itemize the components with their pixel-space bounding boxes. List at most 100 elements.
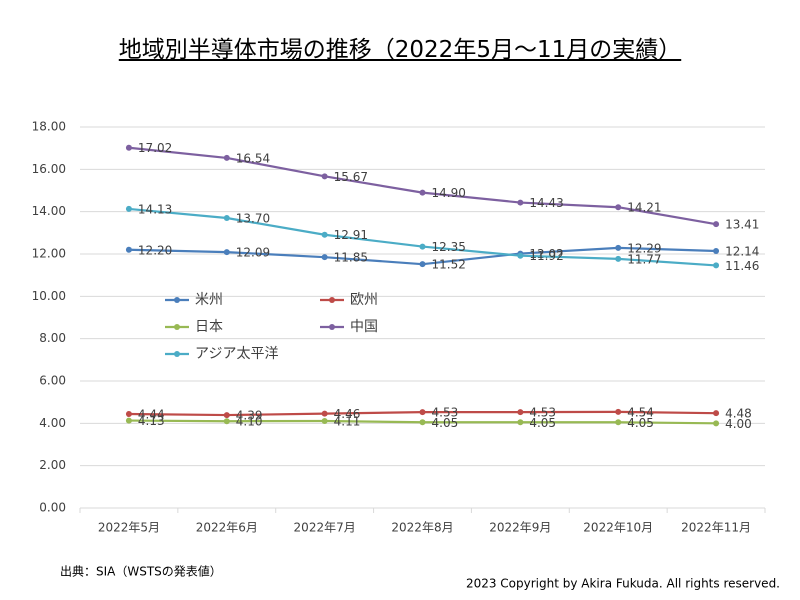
- data-point: [321, 231, 328, 238]
- data-point: [223, 249, 230, 256]
- data-label: 12.09: [236, 246, 270, 260]
- legend-marker: [174, 324, 180, 330]
- legend-label: アジア太平洋: [195, 346, 278, 362]
- data-point: [419, 409, 426, 416]
- data-label: 11.77: [627, 252, 661, 266]
- x-tick-label: 2022年5月: [98, 521, 160, 535]
- legend-marker: [329, 324, 335, 330]
- data-label: 14.21: [627, 201, 661, 215]
- y-tick-label: 18.00: [32, 120, 66, 134]
- data-label: 4.39: [236, 409, 263, 423]
- data-point: [615, 419, 622, 426]
- data-point: [125, 411, 132, 418]
- y-tick-label: 12.00: [32, 247, 66, 261]
- data-point: [517, 409, 524, 416]
- legend-marker: [329, 297, 335, 303]
- data-label: 11.52: [432, 258, 466, 272]
- data-point: [615, 255, 622, 262]
- data-label: 15.67: [334, 170, 368, 184]
- y-tick-label: 0.00: [39, 501, 66, 515]
- data-label: 14.90: [432, 186, 466, 200]
- data-label: 11.46: [725, 259, 759, 273]
- data-point: [419, 243, 426, 250]
- data-point: [223, 215, 230, 222]
- data-label: 12.35: [432, 240, 466, 254]
- chart-title: 地域別半導体市場の推移（2022年5月～11月の実績）: [118, 37, 682, 63]
- data-label: 12.20: [138, 243, 172, 257]
- data-label: 4.53: [529, 406, 556, 420]
- data-label: 11.92: [529, 249, 563, 263]
- data-label: 13.41: [725, 218, 759, 232]
- data-point: [223, 418, 230, 425]
- y-tick-label: 4.00: [39, 416, 66, 430]
- y-tick-label: 14.00: [32, 204, 66, 218]
- x-tick-label: 2022年11月: [681, 521, 751, 535]
- data-label: 12.91: [334, 228, 368, 242]
- x-tick-label: 2022年7月: [294, 521, 356, 535]
- data-label: 4.53: [432, 406, 459, 420]
- data-label: 11.85: [334, 251, 368, 265]
- data-point: [713, 420, 720, 427]
- data-label: 17.02: [138, 141, 172, 155]
- data-point: [419, 419, 426, 426]
- data-point: [517, 252, 524, 259]
- data-label: 4.48: [725, 407, 752, 421]
- data-point: [517, 419, 524, 426]
- data-point: [125, 144, 132, 151]
- x-tick-label: 2022年6月: [196, 521, 258, 535]
- data-label: 4.44: [138, 408, 165, 422]
- data-label: 4.10: [236, 415, 263, 429]
- data-label: 4.54: [627, 405, 654, 419]
- legend-label: 日本: [195, 319, 223, 335]
- data-point: [321, 173, 328, 180]
- data-point: [321, 418, 328, 425]
- x-tick-label: 2022年10月: [583, 521, 653, 535]
- data-point: [713, 262, 720, 269]
- data-point: [615, 204, 622, 211]
- data-point: [321, 410, 328, 417]
- y-tick-label: 16.00: [32, 162, 66, 176]
- data-label: 4.05: [529, 416, 556, 430]
- data-label: 16.54: [236, 151, 270, 165]
- data-point: [125, 417, 132, 424]
- data-label: 4.05: [627, 416, 654, 430]
- data-point: [615, 244, 622, 251]
- data-label: 4.13: [138, 414, 165, 428]
- y-tick-label: 10.00: [32, 289, 66, 303]
- data-point: [517, 199, 524, 206]
- data-label: 12.14: [725, 245, 759, 259]
- data-point: [419, 261, 426, 268]
- legend-marker: [174, 297, 180, 303]
- data-label: 4.00: [725, 417, 752, 431]
- data-point: [125, 205, 132, 212]
- legend-label: 米州: [195, 292, 223, 308]
- data-point: [615, 408, 622, 415]
- data-label: 14.13: [138, 202, 172, 216]
- data-label: 14.43: [529, 196, 563, 210]
- y-tick-label: 2.00: [39, 458, 66, 472]
- data-point: [713, 410, 720, 417]
- data-point: [713, 221, 720, 228]
- y-tick-label: 8.00: [39, 331, 66, 345]
- data-label: 4.05: [432, 416, 459, 430]
- data-point: [713, 248, 720, 255]
- y-tick-label: 6.00: [39, 374, 66, 388]
- legend-label: 欧州: [350, 292, 378, 308]
- data-point: [321, 254, 328, 261]
- legend-label: 中国: [350, 319, 378, 335]
- data-label: 12.29: [627, 241, 661, 255]
- data-label: 4.46: [334, 407, 361, 421]
- copyright: 2023 Copyright by Akira Fukuda. All righ…: [466, 577, 780, 591]
- legend-marker: [174, 351, 180, 357]
- x-tick-label: 2022年9月: [489, 521, 551, 535]
- data-point: [223, 154, 230, 161]
- data-point: [223, 412, 230, 419]
- data-point: [125, 246, 132, 253]
- data-label: 4.11: [334, 415, 361, 429]
- x-tick-label: 2022年8月: [391, 521, 453, 535]
- data-label: 13.70: [236, 212, 270, 226]
- data-point: [419, 189, 426, 196]
- source-note: 出典：SIA（WSTSの発表値）: [60, 564, 222, 579]
